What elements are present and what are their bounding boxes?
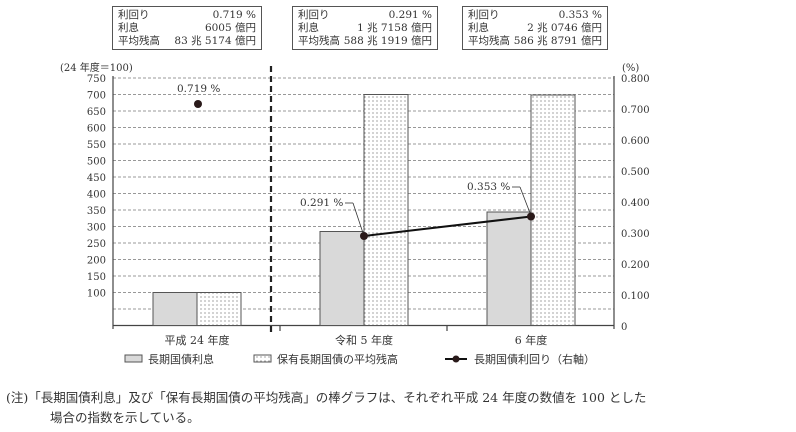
svg-text:0.800: 0.800 [621, 74, 650, 85]
svg-text:250: 250 [87, 239, 106, 250]
footnote-line1: (注)「長期国債利息」及び「保有長期国債の平均残高」の棒グラフは、それぞれ平成 … [6, 390, 647, 405]
svg-text:750: 750 [87, 74, 106, 85]
svg-text:600: 600 [87, 124, 106, 135]
bar-interest-r6 [486, 211, 532, 326]
svg-text:300: 300 [87, 223, 106, 234]
svg-text:550: 550 [87, 140, 106, 151]
svg-text:令和 5 年度: 令和 5 年度 [335, 333, 393, 347]
legend: 長期国債利息 保有長期国債の平均残高 長期国債利回り（右軸） [124, 352, 595, 366]
svg-text:0.400: 0.400 [621, 198, 650, 209]
bar-balance-r5 [363, 94, 409, 326]
svg-text:150: 150 [87, 272, 106, 283]
svg-text:0.300: 0.300 [621, 229, 650, 240]
infobox-h24: 利回り 0.719 % 利息 6005 億円 平均残高 83 兆 5174 億円 [112, 6, 262, 50]
balance-value: 588 兆 1919 億円 [343, 35, 432, 47]
legend-balance-label: 保有長期国債の平均残高 [277, 352, 398, 366]
svg-text:200: 200 [87, 256, 106, 267]
left-axis-ticks: 750 700 650 600 550 500 450 400 350 300 … [87, 74, 106, 300]
legend-yield-label: 長期国債利回り（右軸） [474, 352, 595, 366]
balance-value: 586 兆 8791 億円 [513, 35, 602, 47]
balance-label: 平均残高 [118, 35, 160, 47]
bar-balance-r6 [530, 94, 576, 326]
right-axis-unit: (%) [622, 63, 639, 74]
left-axis-unit: (24 年度＝100) [60, 61, 133, 74]
footnote: (注)「長期国債利息」及び「保有長期国債の平均残高」の棒グラフは、それぞれ平成 … [6, 388, 646, 428]
yield-value: 0.291 % [388, 9, 432, 21]
svg-text:6 年度: 6 年度 [515, 333, 548, 347]
interest-value: 1 兆 7158 億円 [357, 22, 432, 34]
svg-text:100: 100 [87, 289, 106, 300]
interest-value: 6005 億円 [204, 22, 256, 34]
svg-text:0.100: 0.100 [621, 291, 650, 302]
legend-interest-swatch [124, 354, 143, 363]
balance-label: 平均残高 [298, 35, 340, 47]
svg-text:450: 450 [87, 173, 106, 184]
interest-label: 利息 [118, 22, 139, 34]
legend-balance-swatch [253, 354, 272, 363]
infobox-r5: 利回り 0.291 % 利息 1 兆 7158 億円 平均残高 588 兆 1919 … [292, 6, 438, 50]
balance-value: 83 兆 5174 億円 [174, 35, 256, 47]
yield-label: 利回り [298, 9, 330, 21]
category-labels: 平成 24 年度 令和 5 年度 6 年度 [165, 333, 548, 347]
svg-text:平成 24 年度: 平成 24 年度 [165, 333, 230, 347]
chart: (24 年度＝100) (%) 750 700 650 600 550 500 … [60, 61, 650, 366]
yield-point-r6 [527, 212, 535, 221]
svg-text:0.600: 0.600 [621, 136, 650, 147]
svg-text:0.700: 0.700 [621, 105, 650, 116]
svg-text:400: 400 [87, 190, 106, 201]
point-label-r5: 0.291 % [300, 197, 343, 209]
interest-label: 利息 [468, 22, 489, 34]
yield-value: 0.719 % [212, 9, 256, 21]
svg-text:500: 500 [87, 157, 106, 168]
yield-label: 利回り [468, 9, 500, 21]
legend-interest-label: 長期国債利息 [148, 352, 214, 366]
point-label-h24: 0.719 % [177, 83, 220, 95]
svg-text:350: 350 [87, 206, 106, 217]
svg-text:0: 0 [621, 322, 627, 333]
svg-text:700: 700 [87, 91, 106, 102]
bar-interest-r5 [319, 231, 365, 326]
point-label-r6: 0.353 % [467, 181, 510, 193]
yield-label: 利回り [118, 9, 150, 21]
right-axis-ticks: 0.800 0.700 0.600 0.500 0.400 0.300 0.20… [621, 74, 650, 333]
yield-value: 0.353 % [558, 9, 602, 21]
infobox-r6: 利回り 0.353 % 利息 2 兆 0746 億円 平均残高 586 兆 8791 … [462, 6, 608, 50]
svg-text:650: 650 [87, 107, 106, 118]
yield-point-h24 [194, 100, 202, 108]
yield-point-r5 [360, 232, 368, 240]
svg-text:0.200: 0.200 [621, 260, 650, 271]
interest-value: 2 兆 0746 億円 [527, 22, 602, 34]
footnote-line2: 場合の指数を示している。 [50, 410, 200, 425]
svg-text:0.500: 0.500 [621, 167, 650, 178]
bar-balance-h24 [196, 292, 242, 326]
bar-interest-h24 [152, 292, 198, 326]
interest-label: 利息 [298, 22, 319, 34]
balance-label: 平均残高 [468, 35, 510, 47]
yield-line [363, 215, 532, 237]
legend-yield-marker [452, 355, 460, 363]
